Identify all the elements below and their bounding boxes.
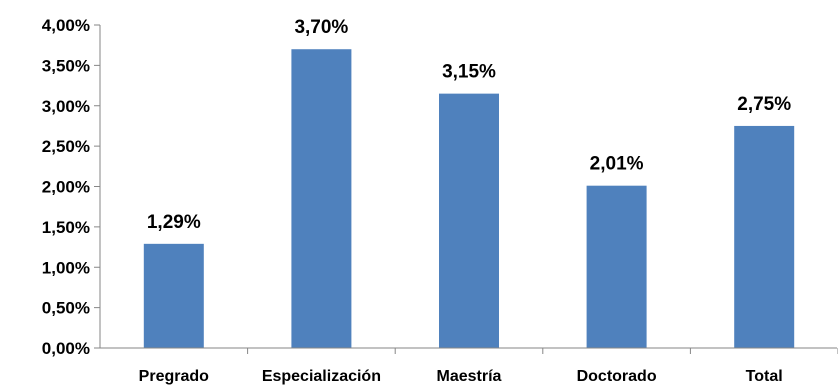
y-tick-label: 1,00% — [42, 258, 90, 277]
y-tick-label: 2,00% — [42, 178, 90, 197]
data-label: 1,29% — [147, 212, 201, 233]
bar — [291, 49, 352, 348]
y-axis-ticks: 0,00% 0,50% 1,00% 1,50% 2,00% 2,50% 3,00% 3,50%… — [42, 16, 100, 358]
bar — [143, 243, 204, 348]
y-tick-label: 0,00% — [42, 339, 90, 358]
y-tick-label: 0,50% — [42, 299, 90, 318]
y-tick-label: 3,00% — [42, 97, 90, 116]
category-label: Maestría — [437, 368, 502, 385]
data-label: 3,70% — [294, 17, 348, 38]
y-tick-label: 3,50% — [42, 56, 90, 75]
data-label: 2,01% — [590, 154, 644, 175]
y-tick-label: 1,50% — [42, 218, 90, 237]
bar — [734, 125, 795, 348]
category-label: Especialización — [262, 368, 381, 385]
data-labels: 1,29% 3,70% 3,15% 2,01% 2,75% — [147, 17, 791, 233]
y-tick-label: 2,50% — [42, 137, 90, 156]
y-tick-label: 4,00% — [42, 16, 90, 35]
data-label: 2,75% — [737, 94, 791, 115]
category-label: Total — [746, 368, 783, 385]
data-label: 3,15% — [442, 62, 496, 83]
category-label: Doctorado — [577, 368, 657, 385]
bar — [439, 93, 499, 348]
category-label: Pregrado — [139, 368, 209, 385]
bars — [143, 49, 795, 348]
bar — [586, 185, 647, 348]
x-axis-ticks: Pregrado Especialización Maestría Doctorado… — [139, 348, 838, 385]
